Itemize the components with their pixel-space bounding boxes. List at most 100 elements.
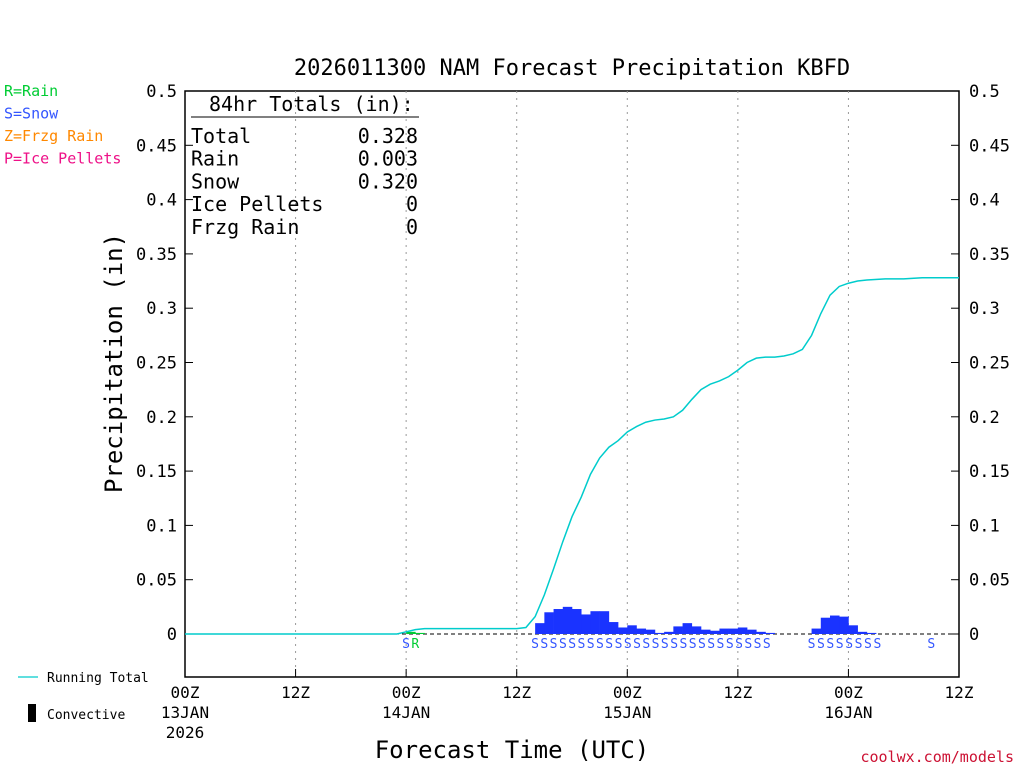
precip-bar: [562, 606, 573, 634]
legend-type-label: Z=Frzg Rain: [4, 127, 103, 145]
totals-row-value: 0.320: [358, 169, 418, 193]
precip-bar: [572, 609, 582, 634]
y-tick-label-left: 0.15: [136, 462, 177, 482]
precip-bar: [664, 631, 674, 634]
precip-bar: [756, 631, 766, 634]
precip-bar: [673, 626, 683, 634]
precip-type-marker: S: [402, 637, 410, 652]
totals-row-value: 0: [406, 192, 418, 216]
precip-bar: [608, 622, 619, 634]
precip-bar: [654, 632, 665, 634]
x-tick-date: 16JAN: [824, 703, 872, 722]
x-axis-label: Forecast Time (UTC): [375, 736, 650, 764]
y-tick-label-right: 0.5: [969, 82, 1000, 102]
precip-bar: [406, 631, 416, 634]
precip-bar: [701, 629, 711, 634]
y-tick-label-right: 0: [969, 625, 979, 645]
x-tick-year: 2026: [166, 723, 205, 742]
x-tick-time: 00Z: [834, 683, 863, 702]
precip-type-legend: R=Rain S=Snow Z=Frzg Rain P=Ice Pellets: [4, 82, 121, 168]
x-tick-time: 00Z: [613, 683, 642, 702]
line-legend: Running Total Convective: [18, 671, 149, 723]
y-tick-label-left: 0.25: [136, 354, 177, 374]
precip-type-marker: S: [927, 637, 935, 652]
precip-type-marker: SSSSSSSS: [808, 637, 882, 652]
legend-type-label: P=Ice Pellets: [4, 150, 121, 168]
totals-row-label: Frzg Rain: [191, 215, 299, 239]
precip-bar: [765, 632, 776, 634]
y-tick-label-left: 0.3: [146, 299, 177, 319]
precip-bar: [866, 632, 877, 634]
precip-bar: [737, 627, 748, 634]
convective-legend-label: Convective: [47, 708, 125, 723]
x-tick-time: 12Z: [723, 683, 752, 702]
precip-bar: [544, 612, 554, 634]
precip-bar: [682, 623, 693, 634]
x-tick-date: 15JAN: [603, 703, 651, 722]
precip-type-marker: SSSSSSSSSSSSSSSSSSSSSSSSSS: [531, 637, 771, 652]
y-tick-label-left: 0.1: [146, 516, 177, 536]
convective-legend-swatch: [28, 704, 36, 722]
y-tick-label-right: 0.25: [969, 354, 1010, 374]
totals-row-value: 0.003: [358, 147, 418, 171]
plot-frame: [184, 90, 960, 678]
precip-bar: [645, 629, 656, 634]
x-tick-date: 13JAN: [161, 703, 209, 722]
y-tick-label-right: 0.4: [969, 191, 1000, 211]
precip-bar: [636, 628, 647, 634]
hourly-bars: [406, 606, 877, 634]
y-axis-right: 0.5 0.45 0.4 0.35 0.3 0.25 0.2 0.15 0.1 0.05 0: [951, 82, 1010, 645]
precip-bar: [415, 632, 425, 634]
precip-bar: [820, 617, 831, 634]
precip-bar: [553, 609, 564, 634]
y-tick-label-left: 0.35: [136, 245, 177, 265]
legend-type-label: R=Rain: [4, 82, 58, 100]
precip-bar: [848, 625, 858, 634]
y-tick-label-right: 0.2: [969, 408, 1000, 428]
y-tick-label-left: 0.5: [146, 82, 177, 102]
precip-type-marker: R: [411, 637, 419, 652]
y-tick-label-right: 0.1: [969, 516, 1000, 536]
y-tick-label-right: 0.15: [969, 462, 1010, 482]
running-total-legend-label: Running Total: [47, 671, 149, 686]
precip-bar: [839, 616, 849, 634]
y-tick-label-left: 0.45: [136, 136, 177, 156]
y-tick-label-left: 0.2: [146, 408, 177, 428]
x-tick-time: 12Z: [502, 683, 531, 702]
totals-row-label: Ice Pellets: [191, 192, 323, 216]
precip-bar: [581, 614, 591, 634]
y-tick-label-right: 0.3: [969, 299, 1000, 319]
y-tick-label-left: 0: [167, 625, 177, 645]
totals-row-label: Snow: [191, 169, 240, 193]
totals-row-value: 0.328: [358, 124, 418, 148]
x-tick-time: 12Z: [945, 683, 974, 702]
x-tick-time: 00Z: [171, 683, 200, 702]
precip-bar: [710, 630, 720, 634]
precip-bar: [618, 627, 628, 634]
credit-link[interactable]: coolwx.com/models: [860, 748, 1014, 766]
precip-bar: [830, 615, 840, 634]
precip-bar: [747, 629, 757, 634]
x-tick-date: 14JAN: [382, 703, 430, 722]
precip-bar: [599, 611, 610, 634]
precip-bar: [728, 628, 739, 634]
y-tick-label-right: 0.05: [969, 571, 1010, 591]
totals-row-label: Total: [191, 124, 251, 148]
x-tick-time: 12Z: [281, 683, 310, 702]
precip-bar: [590, 611, 600, 634]
precip-bar: [535, 623, 545, 634]
y-axis-left: 0.5 0.45 0.4 0.35 0.3 0.25 0.2 0.15 0.1 0.05 0: [136, 82, 193, 645]
y-tick-label-left: 0.4: [146, 191, 177, 211]
totals-header: 84hr Totals (in):: [209, 92, 414, 116]
totals-row-label: Rain: [191, 147, 239, 171]
y-tick-label-left: 0.05: [136, 571, 177, 591]
precip-bar: [719, 628, 729, 634]
y-axis-label: Precipitation (in): [100, 233, 128, 493]
y-tick-label-right: 0.45: [969, 136, 1010, 156]
totals-box: 84hr Totals (in): Total 0.328 Rain 0.003 Sno…: [191, 92, 419, 239]
precip-bar: [811, 628, 822, 634]
precip-type-markers: S R SSSSSSSSSSSSSSSSSSSSSSSSSS SSSSSSSS S: [402, 637, 935, 652]
y-tick-label-right: 0.35: [969, 245, 1010, 265]
